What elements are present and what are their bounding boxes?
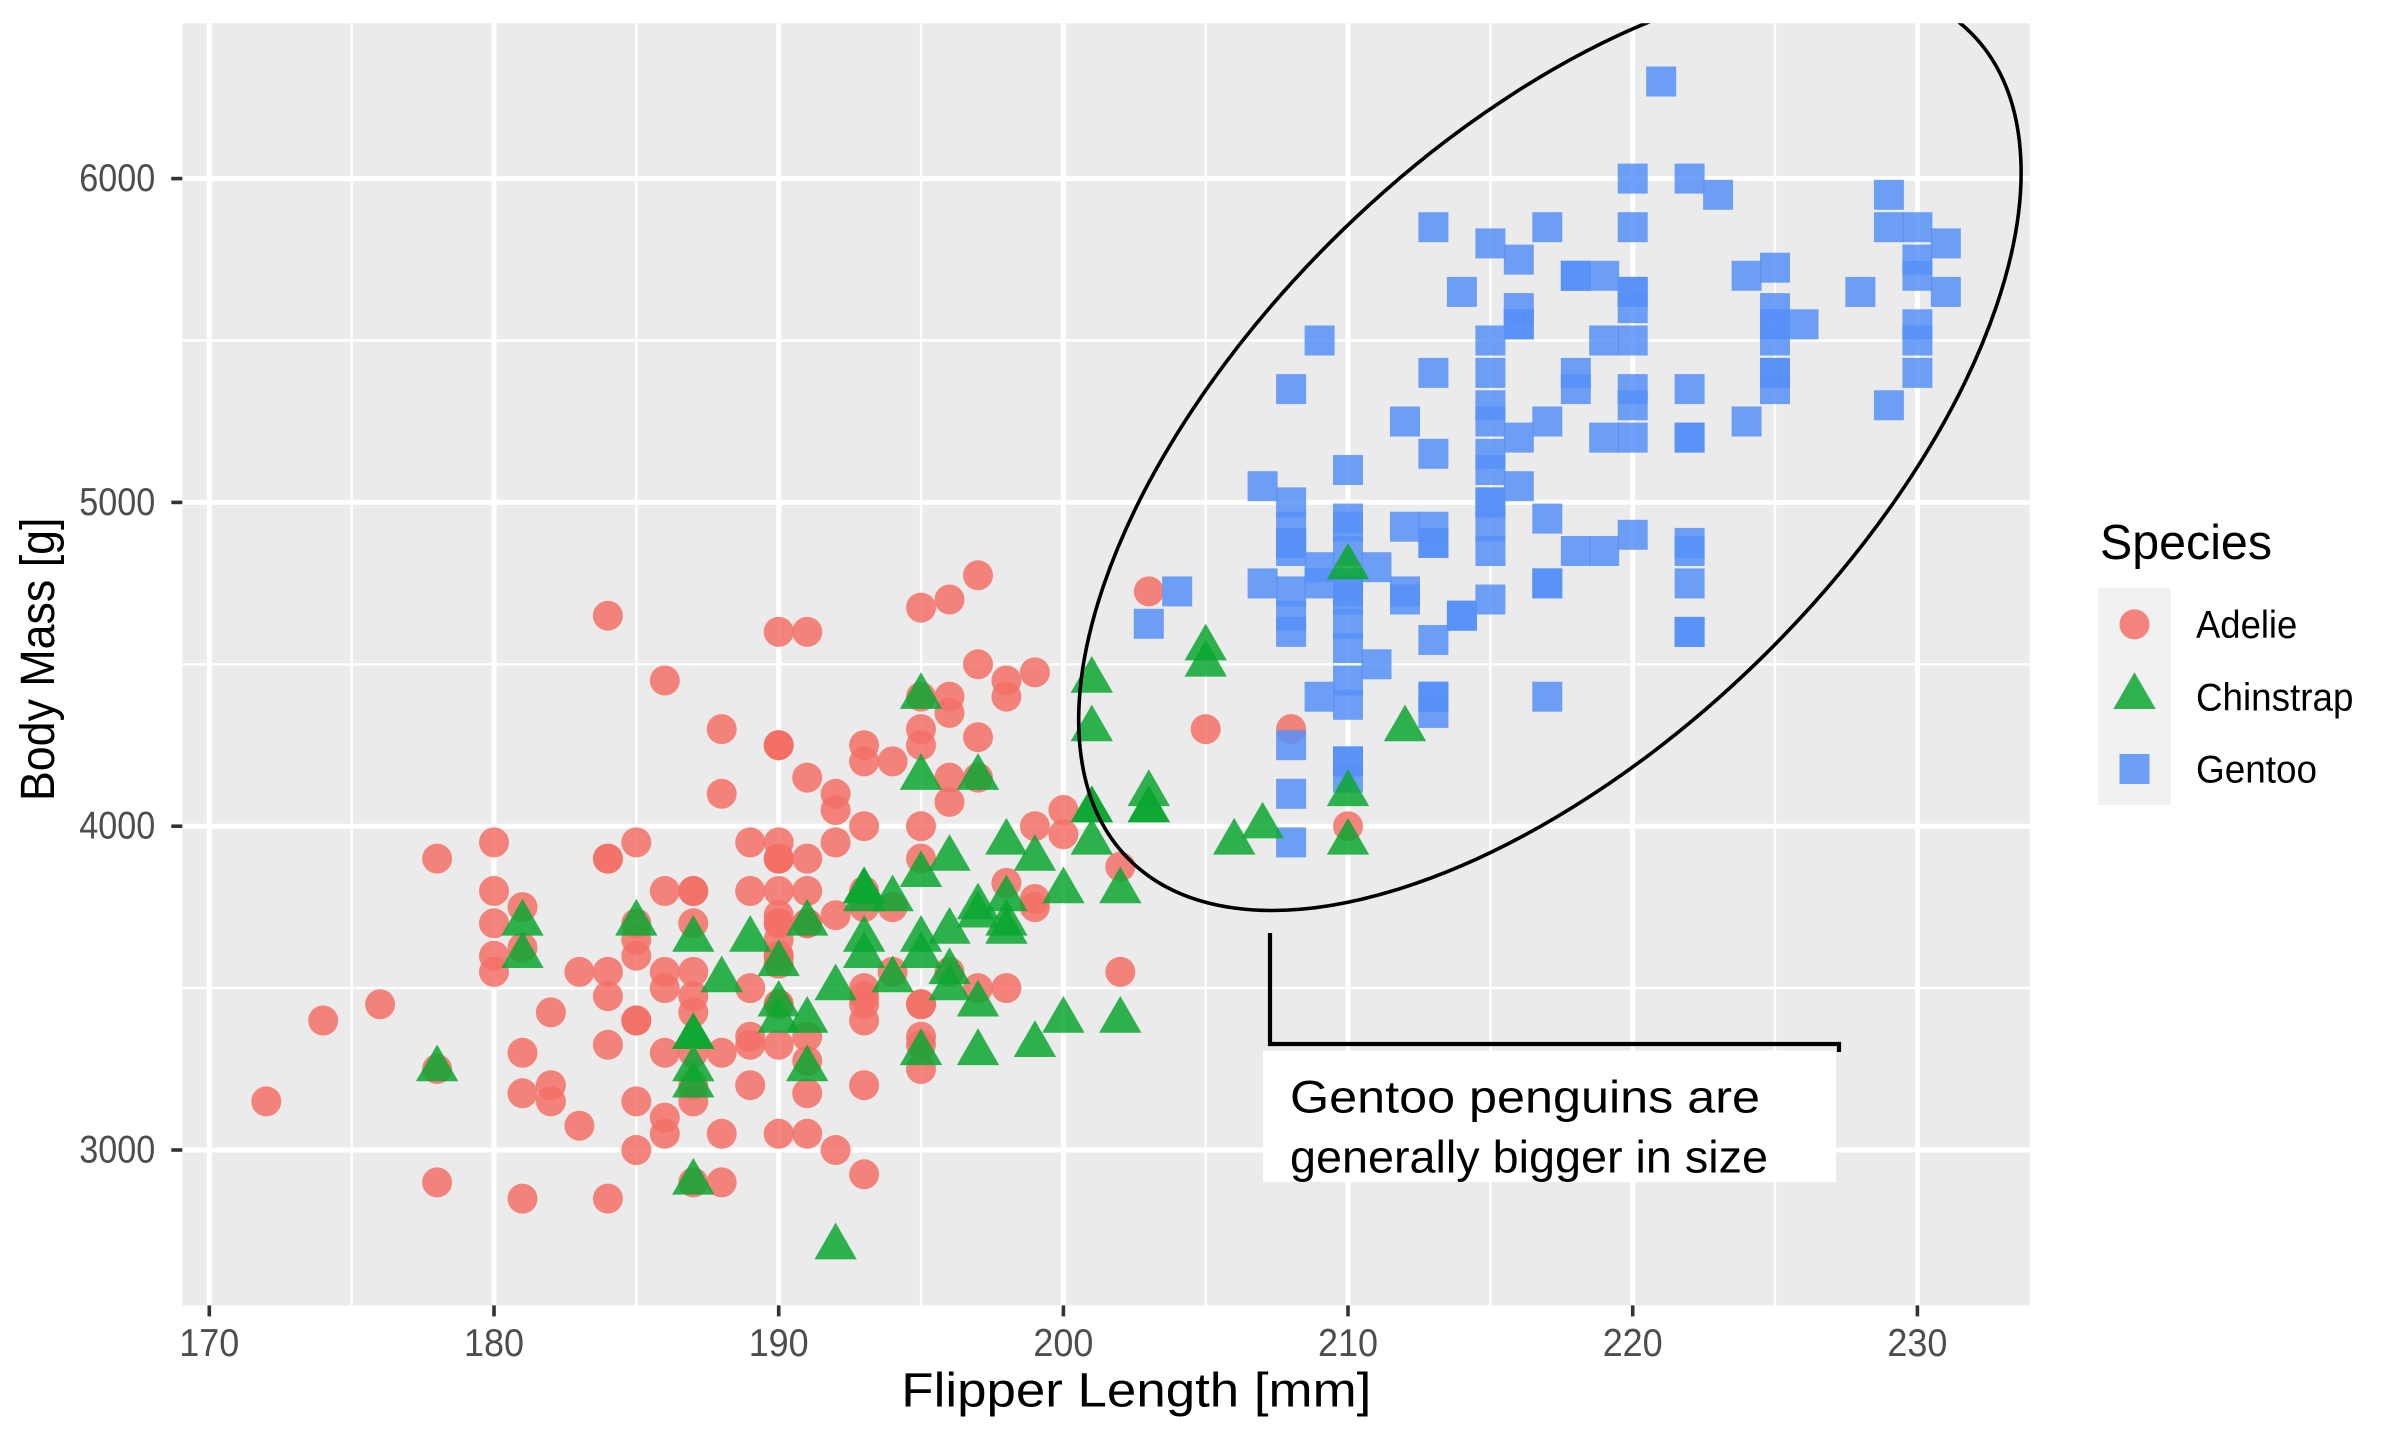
svg-text:Species: Species [2100,516,2272,570]
svg-text:4000: 4000 [79,805,155,848]
svg-text:3000: 3000 [79,1129,155,1172]
svg-text:200: 200 [1033,1322,1093,1365]
svg-text:Chinstrap: Chinstrap [2196,676,2353,719]
svg-text:Flipper Length [mm]: Flipper Length [mm] [901,1365,1371,1418]
svg-text:230: 230 [1887,1322,1947,1365]
svg-text:170: 170 [179,1322,239,1365]
svg-text:190: 190 [749,1322,809,1365]
svg-text:5000: 5000 [79,481,155,524]
svg-text:Gentoo penguins are: Gentoo penguins are [1290,1072,1760,1123]
svg-text:Body Mass [g]: Body Mass [g] [12,518,65,802]
svg-text:220: 220 [1603,1322,1663,1365]
svg-text:Gentoo: Gentoo [2196,749,2317,792]
svg-text:180: 180 [464,1322,524,1365]
svg-text:210: 210 [1318,1322,1378,1365]
svg-text:6000: 6000 [79,157,155,200]
svg-text:Adelie: Adelie [2196,604,2297,647]
svg-text:generally bigger in size: generally bigger in size [1290,1131,1768,1182]
